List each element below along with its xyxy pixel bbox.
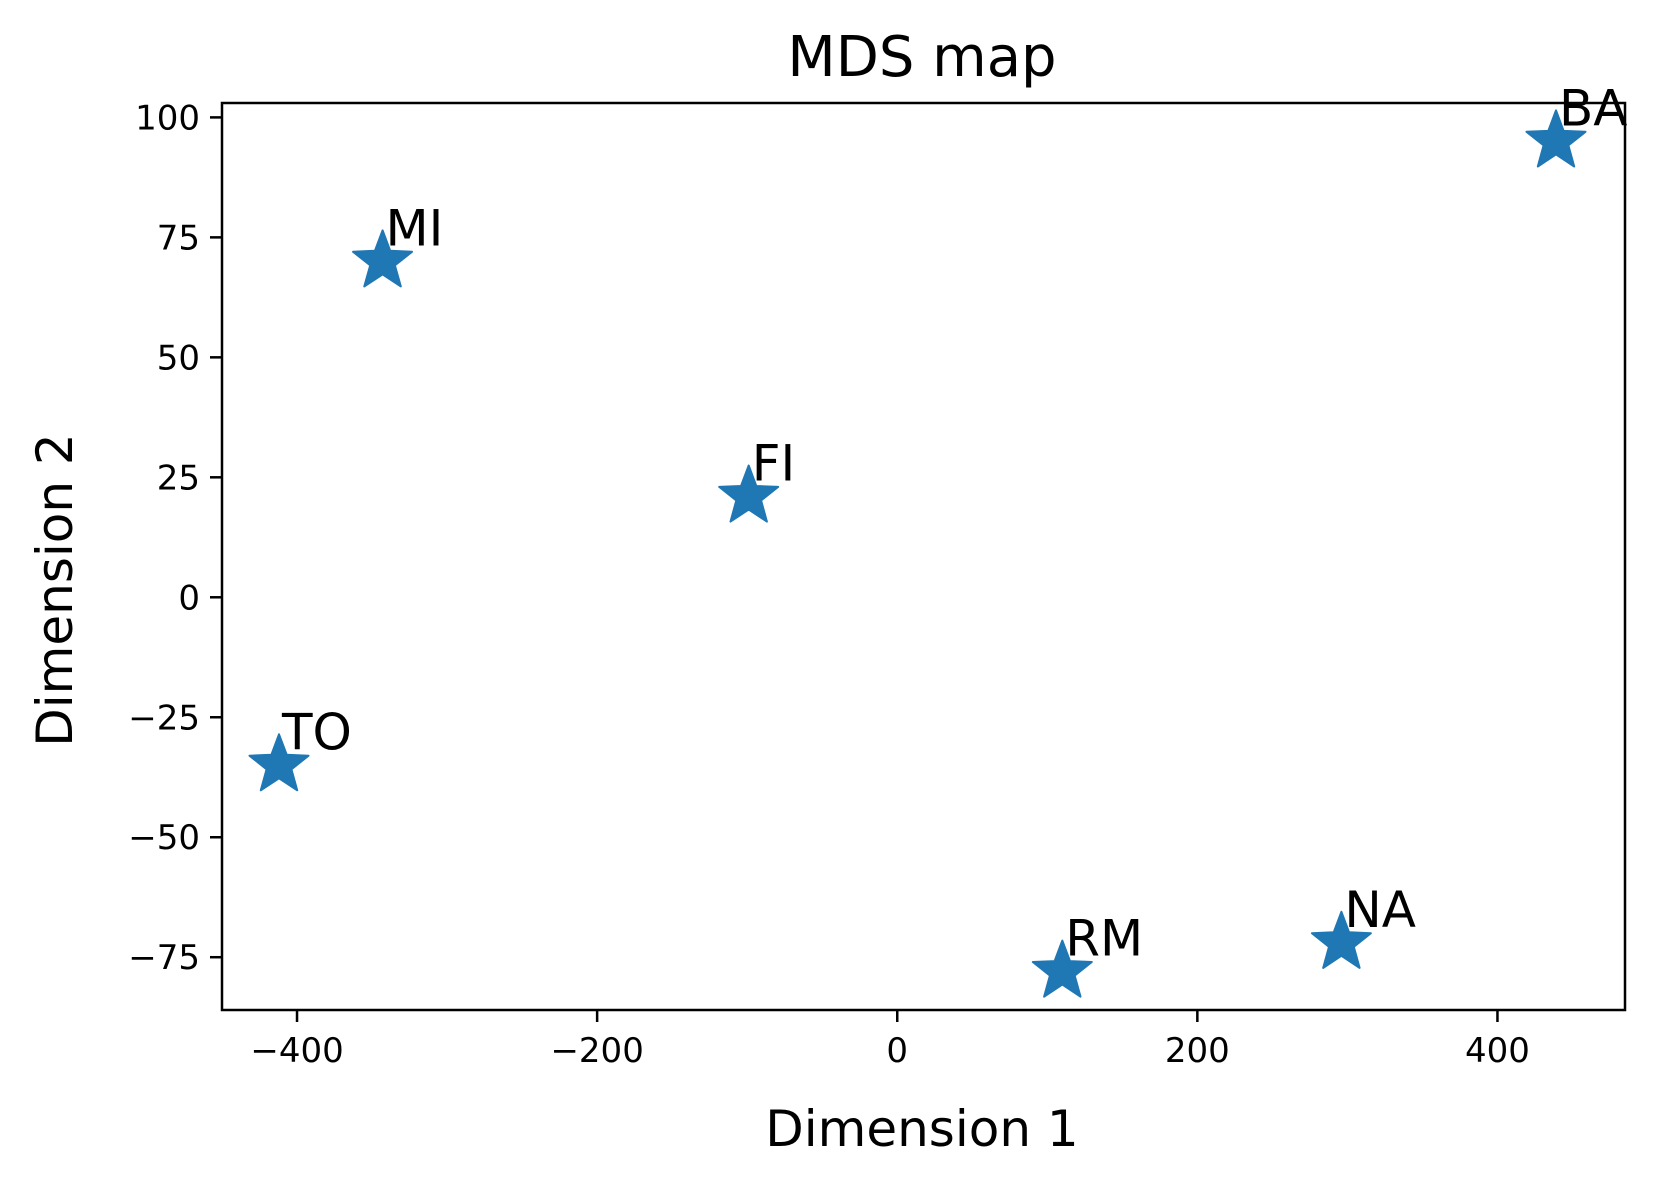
point-label-ba: BA [1559, 79, 1628, 137]
star-marker-mi [352, 229, 413, 288]
x-tick-label: 200 [1165, 1031, 1230, 1071]
y-tick-label: −25 [128, 698, 200, 738]
x-axis-label: Dimension 1 [765, 1100, 1078, 1158]
point-label-mi: MI [386, 199, 444, 257]
chart-title: MDS map [787, 25, 1056, 90]
x-tick-label: −400 [250, 1031, 343, 1071]
point-label-rm: RM [1065, 910, 1143, 968]
y-tick-label: 100 [135, 98, 200, 138]
x-tick-label: 400 [1465, 1031, 1530, 1071]
y-axis-label: Dimension 2 [26, 433, 84, 746]
y-tick-label: −50 [128, 818, 200, 858]
star-marker-rm [1031, 939, 1093, 998]
star-marker-to [248, 733, 310, 792]
y-tick-label: −75 [128, 938, 200, 978]
point-label-to: TO [281, 703, 352, 761]
star-marker-ba [1525, 109, 1587, 168]
data-points: MI FI TO RM NA BA [248, 79, 1628, 998]
y-tick-label: 0 [178, 578, 200, 618]
y-tick-label: 75 [157, 218, 200, 258]
y-tick-label: 25 [157, 458, 200, 498]
star-marker-na [1310, 910, 1372, 969]
y-tick-label: 50 [157, 338, 200, 378]
x-tick-label: −200 [550, 1031, 643, 1071]
point-label-na: NA [1344, 881, 1416, 939]
x-axis: −400 −200 0 200 400 [250, 1010, 1530, 1071]
y-axis: −75 −50 −25 0 25 50 75 100 [128, 98, 222, 978]
point-label-fi: FI [752, 435, 796, 493]
star-marker-fi [718, 464, 780, 523]
plot-area-frame [220, 101, 1627, 1012]
x-tick-label: 0 [886, 1031, 908, 1071]
